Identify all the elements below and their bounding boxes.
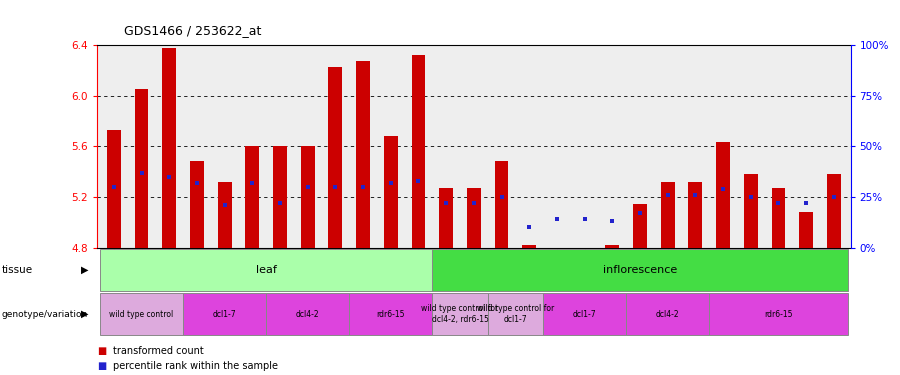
Bar [135, 89, 148, 248]
Bar [709, 293, 848, 335]
Bar [550, 248, 564, 250]
Text: wild type control for
dcl4-2, rdr6-15: wild type control for dcl4-2, rdr6-15 [421, 304, 499, 324]
Text: percentile rank within the sample: percentile rank within the sample [113, 361, 278, 370]
Bar [799, 212, 813, 248]
Bar [522, 245, 536, 248]
Bar [827, 174, 841, 248]
Text: dcl4-2: dcl4-2 [296, 309, 320, 318]
Text: ■: ■ [97, 361, 106, 370]
Text: genotype/variation: genotype/variation [2, 310, 88, 319]
Text: rdr6-15: rdr6-15 [376, 309, 405, 318]
Bar [328, 66, 342, 248]
Text: transformed count: transformed count [113, 346, 204, 355]
Bar [432, 293, 488, 335]
Text: ■: ■ [97, 346, 106, 355]
Bar [383, 136, 398, 248]
Bar [633, 204, 647, 248]
Bar [190, 161, 203, 248]
Text: dcl1-7: dcl1-7 [572, 309, 597, 318]
Text: wild type control for
dcl1-7: wild type control for dcl1-7 [477, 304, 554, 324]
Bar [100, 293, 183, 335]
Bar [467, 188, 481, 248]
Bar [432, 249, 848, 291]
Bar [162, 48, 176, 248]
Bar [771, 188, 786, 248]
Bar [495, 161, 508, 248]
Bar [543, 293, 626, 335]
Text: GDS1466 / 253622_at: GDS1466 / 253622_at [124, 24, 262, 38]
Bar [349, 293, 432, 335]
Bar [100, 249, 432, 291]
Bar [716, 142, 730, 248]
Bar [183, 293, 266, 335]
Bar [356, 62, 370, 248]
Bar [688, 182, 702, 248]
Bar [626, 293, 709, 335]
Bar [301, 146, 315, 248]
Text: dcl1-7: dcl1-7 [212, 309, 237, 318]
Bar [744, 174, 758, 248]
Bar [218, 182, 231, 248]
Text: dcl4-2: dcl4-2 [656, 309, 680, 318]
Text: leaf: leaf [256, 265, 276, 275]
Text: tissue: tissue [2, 265, 33, 275]
Text: rdr6-15: rdr6-15 [764, 309, 793, 318]
Bar [606, 245, 619, 248]
Bar [411, 55, 426, 248]
Bar [661, 182, 675, 248]
Bar [488, 293, 543, 335]
Text: wild type control: wild type control [110, 309, 174, 318]
Bar [266, 293, 349, 335]
Bar [107, 130, 121, 248]
Bar [273, 146, 287, 248]
Text: ▶: ▶ [81, 309, 88, 319]
Bar [246, 146, 259, 248]
Bar [439, 188, 453, 248]
Text: inflorescence: inflorescence [603, 265, 677, 275]
Text: ▶: ▶ [81, 265, 88, 275]
